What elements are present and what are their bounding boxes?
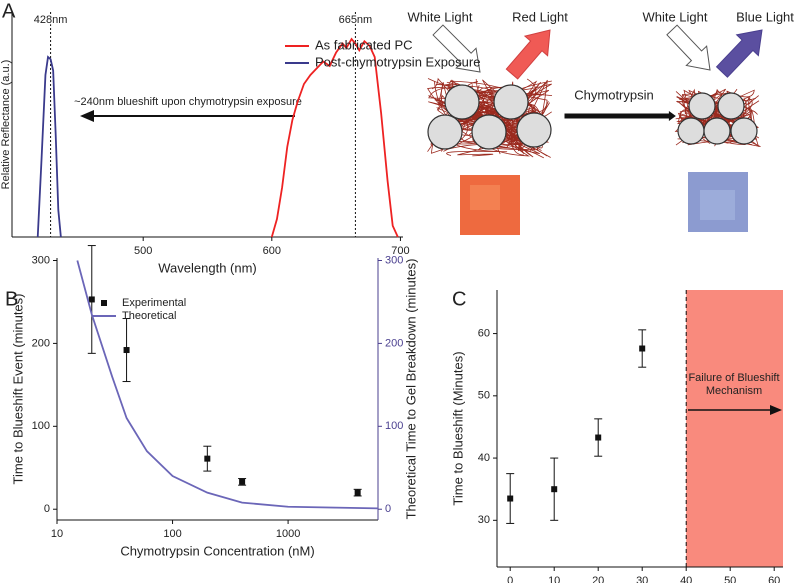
x-tick-label: 600 (263, 245, 281, 257)
x-tick-label: 0 (507, 575, 513, 583)
light-arrow (715, 29, 763, 78)
x-tick-label: 10 (548, 575, 560, 583)
y-tick-label: 60 (478, 327, 490, 339)
legend-swatch (101, 300, 107, 306)
failure-note: Failure of Blueshift Mechanism (688, 372, 780, 397)
y-tick-label: 40 (478, 452, 490, 464)
data-point (354, 489, 361, 496)
particle (688, 92, 716, 120)
y-tick-label: 50 (478, 390, 490, 402)
photo-highlight (700, 190, 735, 220)
x-tick-label: 500 (134, 245, 152, 257)
legend-label: As fabricated PC (315, 37, 413, 52)
y-axis-label: Time to Blueshift Event (minutes) (10, 294, 25, 485)
x-tick-label: 10 (51, 528, 63, 540)
peak-label: 428nm (34, 14, 68, 26)
particle (730, 117, 758, 145)
y-tick-label: 100 (32, 420, 50, 432)
data-point (595, 434, 602, 441)
diagram-label: Red Light (512, 9, 568, 24)
y2-axis-label: Theoretical Time to Gel Breakdown (minut… (403, 259, 418, 520)
shift-note: ~240nm blueshift upon chymotrypsin expos… (74, 96, 302, 108)
light-arrow (505, 29, 551, 80)
x-tick-label: 100 (163, 528, 181, 540)
y-tick-label: 200 (32, 337, 50, 349)
data-point (204, 455, 211, 462)
panel-label: B (5, 288, 18, 310)
particle (493, 84, 529, 120)
panel-label: C (452, 288, 466, 310)
x-tick-label: 40 (680, 575, 692, 583)
y2-tick-label: 300 (385, 254, 403, 266)
peak-label: 665nm (339, 14, 373, 26)
series-line (76, 260, 379, 510)
x-tick-label: 50 (724, 575, 736, 583)
data-point (507, 495, 514, 502)
x-tick-label: 30 (636, 575, 648, 583)
light-arrow (432, 24, 481, 73)
data-point (639, 345, 646, 352)
particle (427, 114, 463, 150)
y2-tick-label: 200 (385, 337, 403, 349)
diagram-label: Chymotrypsin (574, 87, 653, 102)
series-line (36, 55, 62, 238)
x-tick-label: 700 (391, 245, 409, 257)
legend-label: Experimental (122, 297, 186, 309)
x-axis-label: Chymotrypsin Concentration (nM) (120, 543, 314, 558)
diagram-label: Blue Light (736, 9, 794, 24)
failure-arrowhead (770, 405, 782, 415)
particle (677, 117, 705, 145)
x-axis-label: Wavelength (nm) (158, 260, 257, 275)
particle (471, 114, 507, 150)
shaded-region (686, 290, 783, 567)
diagram-label: White Light (642, 9, 707, 24)
series-line (270, 37, 399, 238)
failure-note-box: Failure of Blueshift Mechanism (688, 372, 780, 397)
legend-label: Post-chymotrypsin Exposure (315, 54, 480, 69)
data-point (123, 347, 130, 354)
diagram-label: White Light (407, 9, 472, 24)
x-tick-label: 1000 (276, 528, 300, 540)
y2-tick-label: 0 (385, 503, 391, 515)
y-axis-label: Time to Blueshift (Minutes) (450, 351, 465, 505)
y-tick-label: 30 (478, 514, 490, 526)
photo-highlight (470, 185, 500, 210)
y-tick-label: 300 (32, 254, 50, 266)
x-tick-label: 60 (768, 575, 780, 583)
data-point (88, 296, 95, 303)
shift-arrowhead (80, 110, 94, 122)
light-arrow (564, 111, 676, 121)
data-point (551, 486, 558, 493)
panel-label: A (2, 0, 16, 22)
light-arrow (666, 24, 711, 71)
particle (516, 112, 552, 148)
y-tick-label: 0 (44, 503, 50, 515)
particle (717, 92, 745, 120)
y-axis-label: Relative Reflectance (a.u.) (0, 60, 12, 190)
legend-label: Theoretical (122, 310, 176, 322)
y2-tick-label: 100 (385, 420, 403, 432)
particle (703, 117, 731, 145)
particle (444, 84, 480, 120)
data-point (239, 478, 246, 485)
x-tick-label: 20 (592, 575, 604, 583)
